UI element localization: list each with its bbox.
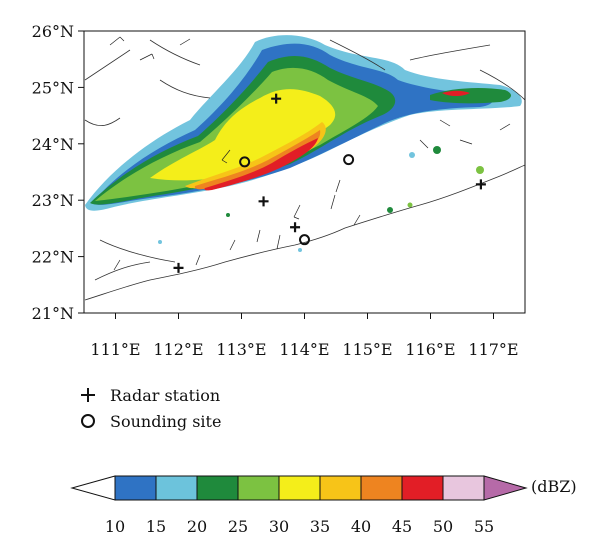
lon-tick-label: 112°E xyxy=(153,340,203,359)
colorbar-ticks: 10 15 20 25 30 35 40 45 50 55 xyxy=(105,517,494,536)
colorbar-tick-label: 40 xyxy=(351,517,371,536)
colorbar-cell xyxy=(114,475,157,501)
sounding-site-marker xyxy=(299,234,310,246)
radar-station-marker xyxy=(173,262,184,273)
latitude-axis: 26°N 25°N 24°N 23°N 22°N 21°N xyxy=(32,22,84,323)
legend-item-sounding: Sounding site xyxy=(80,408,221,434)
colorbar-tick-label: 15 xyxy=(146,517,166,536)
legend-sounding-label: Sounding site xyxy=(110,411,222,431)
colorbar-tick-label: 25 xyxy=(228,517,248,536)
lon-tick-label: 114°E xyxy=(279,340,329,359)
colorbar-unit: (dBZ) xyxy=(531,477,577,496)
map-area xyxy=(84,35,525,301)
coastline xyxy=(84,39,525,301)
radar-station-marker xyxy=(475,179,486,190)
colorbar-high-arrow xyxy=(483,475,528,501)
lat-tick-label: 23°N xyxy=(32,191,74,210)
lat-tick-label: 25°N xyxy=(32,78,74,97)
colorbar-cell xyxy=(401,475,444,501)
sounding-site-marker xyxy=(343,154,355,166)
lon-tick-label: 111°E xyxy=(90,340,140,359)
colorbar-cell xyxy=(319,475,362,501)
lat-tick-label: 24°N xyxy=(32,135,74,154)
colorbar-cell xyxy=(278,475,321,501)
legend-item-radar: Radar station xyxy=(80,382,221,408)
lon-tick-label: 116°E xyxy=(405,340,455,359)
lon-tick-label: 117°E xyxy=(468,340,518,359)
colorbar: (dBZ) 10 15 20 25 30 35 40 45 50 55 xyxy=(70,475,577,536)
reflectivity-field xyxy=(85,35,522,252)
colorbar-cell xyxy=(442,475,485,501)
lat-tick-label: 26°N xyxy=(32,22,74,41)
colorbar-cells xyxy=(70,475,528,501)
legend-radar-label: Radar station xyxy=(110,385,221,405)
lat-tick-label: 22°N xyxy=(32,248,74,267)
station-legend: Radar station Sounding site xyxy=(80,382,221,434)
radar-stations xyxy=(173,93,486,273)
colorbar-tick-label: 30 xyxy=(269,517,289,536)
colorbar-tick-label: 35 xyxy=(310,517,330,536)
colorbar-low-arrow xyxy=(70,475,116,501)
radar-station-marker xyxy=(258,196,269,207)
radar-station-marker xyxy=(271,93,282,104)
colorbar-cell xyxy=(155,475,198,501)
lon-tick-label: 115°E xyxy=(342,340,392,359)
sounding-sites xyxy=(239,154,355,246)
longitude-axis: 111°E 112°E 113°E 114°E 115°E 116°E 117°E xyxy=(90,313,519,359)
colorbar-cell xyxy=(360,475,403,501)
lat-tick-label: 21°N xyxy=(32,304,74,323)
lon-tick-label: 113°E xyxy=(216,340,266,359)
colorbar-tick-label: 50 xyxy=(433,517,453,536)
radar-map-figure: 26°N 25°N 24°N 23°N 22°N 21°N 111°E 112°E 113°E… xyxy=(32,22,526,359)
colorbar-cell xyxy=(237,475,280,501)
colorbar-cell xyxy=(196,475,239,501)
plus-icon xyxy=(80,387,96,403)
radar-station-marker xyxy=(290,222,301,233)
sounding-site-marker xyxy=(239,156,251,168)
circle-icon xyxy=(81,414,95,428)
colorbar-tick-label: 45 xyxy=(392,517,412,536)
colorbar-tick-label: 20 xyxy=(187,517,207,536)
colorbar-tick-label: 10 xyxy=(105,517,125,536)
colorbar-tick-label: 55 xyxy=(474,517,494,536)
wind-barbs xyxy=(109,36,511,271)
